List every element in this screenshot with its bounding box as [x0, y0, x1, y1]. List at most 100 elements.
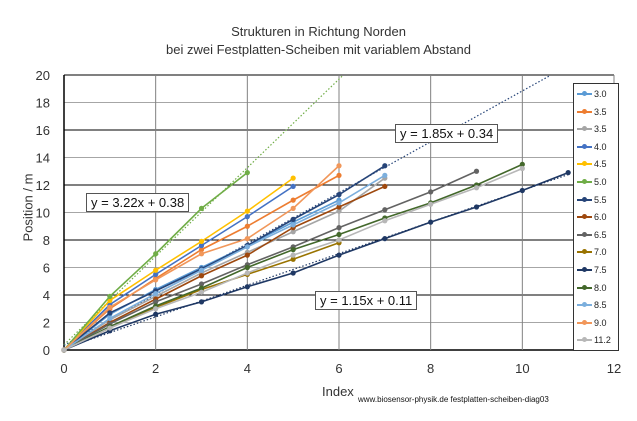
- y-tick-label: 16: [36, 123, 50, 138]
- chart-title: Strukturen in Richtung Norden: [231, 24, 406, 39]
- y-tick-label: 0: [43, 343, 50, 358]
- data-point: [428, 189, 434, 195]
- data-point: [244, 264, 250, 271]
- legend-marker: [582, 126, 587, 132]
- data-point: [153, 291, 159, 297]
- legend-label: 11.2: [594, 335, 611, 346]
- legend-item: 3.5: [577, 106, 607, 118]
- data-point: [565, 170, 571, 176]
- data-point: [336, 208, 342, 214]
- data-point: [244, 223, 250, 229]
- legend-label: 3.5: [594, 124, 607, 135]
- data-point: [428, 219, 434, 225]
- data-point: [428, 201, 434, 207]
- data-point: [198, 247, 205, 253]
- legend-label: 4.0: [594, 141, 607, 152]
- data-point: [336, 172, 342, 178]
- x-tick-label: 6: [335, 361, 342, 376]
- legend-item: 6.5: [577, 229, 607, 241]
- x-tick-label: 8: [427, 361, 434, 376]
- data-point: [61, 347, 67, 353]
- data-point: [290, 222, 296, 228]
- y-tick-label: 12: [36, 178, 50, 193]
- data-point: [382, 183, 388, 189]
- legend-item: 4.0: [577, 141, 607, 153]
- data-point: [519, 187, 525, 194]
- data-point: [198, 285, 205, 291]
- legend-item: 9.0: [577, 317, 607, 329]
- data-point: [290, 256, 296, 262]
- legend-swatch: [577, 302, 592, 308]
- data-point: [244, 214, 250, 220]
- legend-label: 6.5: [594, 229, 607, 240]
- legend-item: 3.5: [577, 123, 607, 135]
- legend-marker: [582, 91, 587, 96]
- y-tick-label: 6: [43, 261, 50, 276]
- data-point: [290, 229, 296, 235]
- legend-marker: [582, 161, 587, 167]
- data-point: [473, 185, 480, 191]
- data-point: [198, 205, 205, 211]
- data-point: [153, 299, 159, 305]
- legend-swatch: [577, 143, 592, 149]
- data-point: [198, 273, 205, 279]
- legend-label: 8.0: [594, 282, 607, 293]
- chart-subtitle: bei zwei Festplatten-Scheiben mit variab…: [166, 42, 471, 57]
- data-point: [244, 270, 250, 276]
- legend-label: 6.0: [594, 212, 607, 223]
- legend-item: 5.5: [577, 194, 607, 206]
- legend-label: 3.5: [594, 106, 607, 117]
- legend-marker: [582, 196, 587, 202]
- data-point: [382, 163, 388, 169]
- data-point: [107, 304, 113, 310]
- legend-item: 11.2: [577, 334, 611, 346]
- data-point: [382, 172, 388, 178]
- legend-swatch: [577, 267, 592, 272]
- y-tick-label: 18: [36, 96, 50, 111]
- data-point: [244, 252, 250, 258]
- data-point: [290, 183, 296, 189]
- legend-swatch: [577, 196, 592, 202]
- data-point: [198, 281, 205, 287]
- legend-item: 7.0: [577, 246, 607, 258]
- legend-marker: [582, 143, 587, 149]
- legend-marker: [582, 214, 587, 220]
- trendline: [63, 75, 551, 346]
- data-point: [336, 163, 342, 169]
- data-point: [107, 297, 113, 304]
- data-point: [519, 165, 525, 172]
- x-tick-label: 2: [152, 361, 159, 376]
- data-point: [198, 299, 205, 305]
- series-line: [63, 185, 386, 351]
- legend-marker: [582, 337, 587, 343]
- legend-marker: [582, 284, 587, 290]
- legend-marker: [582, 249, 587, 255]
- data-point: [382, 236, 388, 242]
- data-point: [382, 218, 388, 224]
- legend-swatch: [577, 161, 592, 167]
- data-point: [519, 161, 525, 167]
- legend-item: 4.5: [577, 158, 607, 170]
- legend-item: 5.0: [577, 176, 607, 188]
- legend-item: 8.5: [577, 299, 607, 311]
- data-point: [198, 267, 205, 273]
- credit-text: www.biosensor-physik.de festplatten-sche…: [358, 395, 549, 404]
- legend-marker: [582, 267, 587, 272]
- data-point: [198, 242, 205, 249]
- y-tick-label: 8: [43, 233, 50, 248]
- x-tick-label: 4: [244, 361, 251, 376]
- series-line: [63, 185, 294, 351]
- legend-label: 8.5: [594, 300, 607, 311]
- series-line: [63, 170, 477, 351]
- x-tick-label: 10: [515, 361, 529, 376]
- y-tick-label: 20: [36, 68, 50, 83]
- legend-marker: [582, 302, 587, 308]
- data-point: [290, 270, 296, 276]
- data-point: [336, 204, 342, 210]
- y-tick-label: 10: [36, 206, 50, 221]
- trendline-equation-2: y = 1.85x + 0.34: [395, 124, 499, 143]
- data-point: [336, 225, 342, 231]
- data-point: [198, 289, 205, 295]
- legend-label: 3.0: [594, 89, 607, 99]
